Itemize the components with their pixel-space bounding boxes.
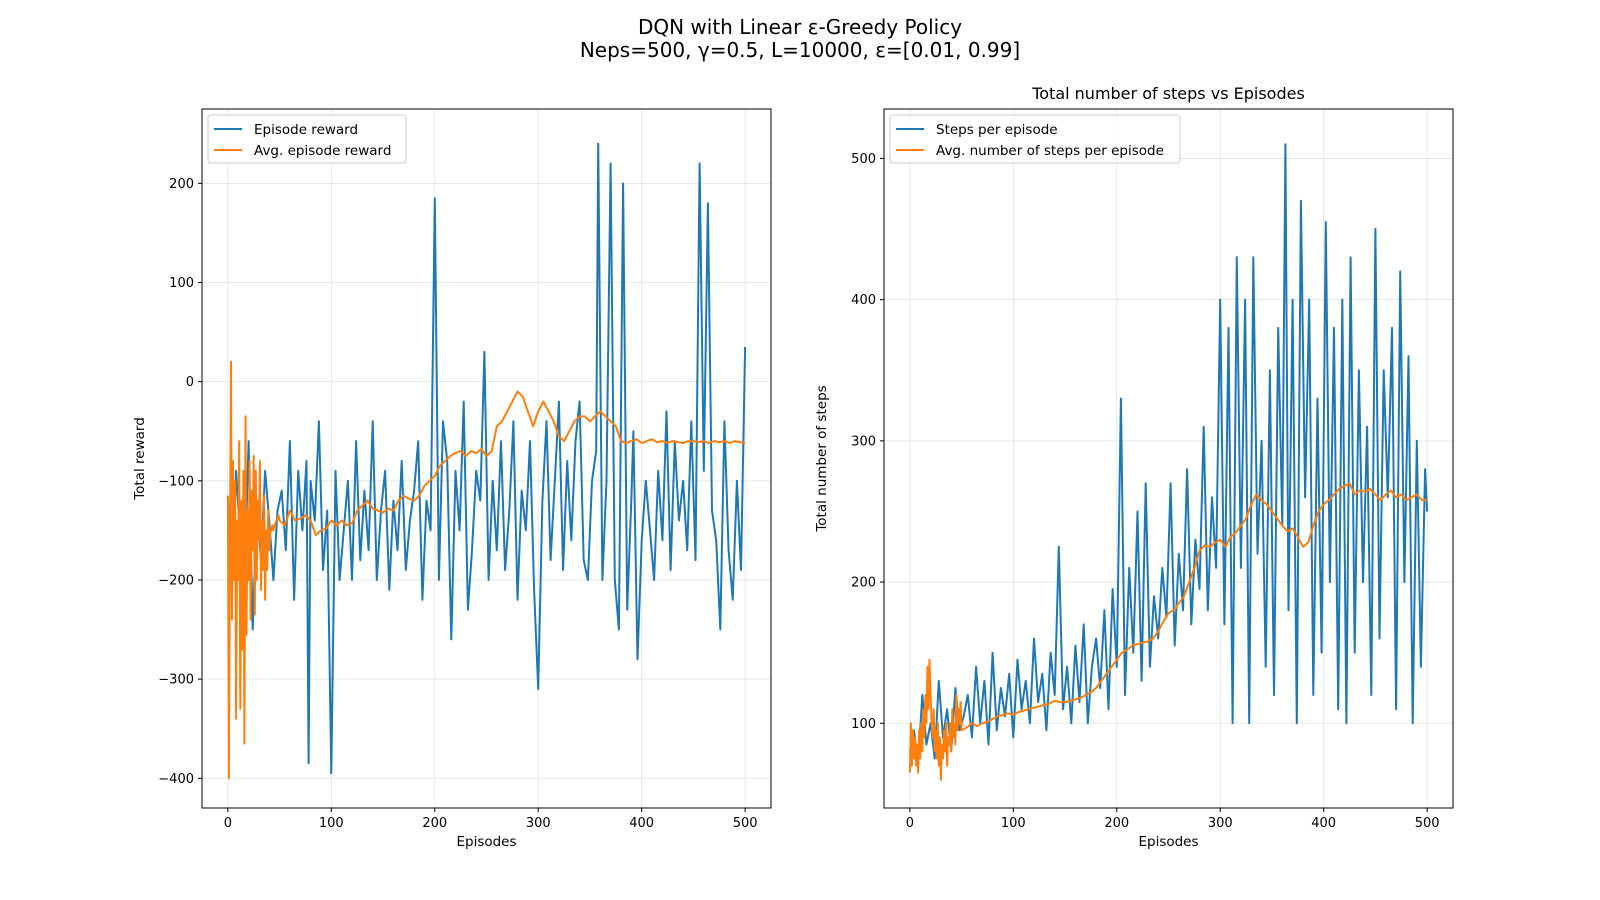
y-tick-label: 400 — [851, 293, 876, 308]
steps-chart-panel: 0 100 200 300 400 500 100 200 300 400 500 Episodes T… — [814, 84, 1454, 850]
y-tick-label: 100 — [851, 717, 876, 732]
x-tick-label: 0 — [906, 816, 914, 831]
x-tick-label: 300 — [1208, 816, 1233, 831]
x-axis-label: Episodes — [1138, 834, 1198, 850]
x-axis-label: Episodes — [456, 834, 516, 850]
y-tick-label: 200 — [851, 576, 876, 591]
series-line-primary — [908, 143, 1429, 767]
y-tick-label: −400 — [158, 772, 194, 787]
x-tick-label: 500 — [733, 816, 758, 831]
x-tick-label: 400 — [1311, 816, 1336, 831]
axes-frame — [883, 108, 1454, 809]
x-tick-label: 500 — [1415, 816, 1440, 831]
x-tick-label: 200 — [1104, 816, 1129, 831]
figure-title-line1: DQN with Linear ε-Greedy Policy — [638, 15, 962, 39]
x-tick-label: 100 — [319, 816, 344, 831]
legend-box — [889, 114, 1181, 164]
series-line-average — [908, 482, 1428, 781]
y-axis-label: Total number of steps — [814, 385, 830, 532]
axes-frame — [201, 108, 772, 809]
legend-box — [207, 114, 407, 164]
y-axis-label: Total reward — [132, 417, 148, 501]
axes-title: Total number of steps vs Episodes — [1031, 84, 1305, 103]
figure-title-line2: Neps=500, γ=0.5, L=10000, ε=[0.01, 0.99] — [580, 38, 1020, 62]
legend: Steps per episode Avg. number of steps pe… — [889, 114, 1181, 164]
reward-chart-panel: 0 100 200 300 400 500 −400 −300 −200 −100 0 100 200 E… — [132, 108, 772, 850]
y-tick-label: −200 — [158, 573, 194, 588]
x-tick-label: 400 — [629, 816, 654, 831]
x-tick-label: 100 — [1001, 816, 1026, 831]
series-line-average — [226, 360, 746, 780]
y-tick-label: 100 — [169, 276, 194, 291]
x-tick-label: 300 — [526, 816, 551, 831]
y-tick-label: 300 — [851, 434, 876, 449]
y-tick-label: 0 — [186, 375, 194, 390]
legend: Episode reward Avg. episode reward — [207, 114, 407, 164]
x-tick-label: 200 — [422, 816, 447, 831]
legend-entry-label: Steps per episode — [936, 122, 1058, 138]
legend-entry-label: Episode reward — [254, 122, 358, 138]
y-tick-label: −300 — [158, 673, 194, 688]
x-tick-label: 0 — [224, 816, 232, 831]
y-tick-label: 500 — [851, 152, 876, 167]
legend-entry-label: Avg. episode reward — [254, 143, 391, 159]
y-tick-label: 200 — [169, 177, 194, 192]
y-tick-label: −100 — [158, 474, 194, 489]
legend-entry-label: Avg. number of steps per episode — [936, 143, 1164, 159]
series-line-primary — [226, 142, 747, 775]
